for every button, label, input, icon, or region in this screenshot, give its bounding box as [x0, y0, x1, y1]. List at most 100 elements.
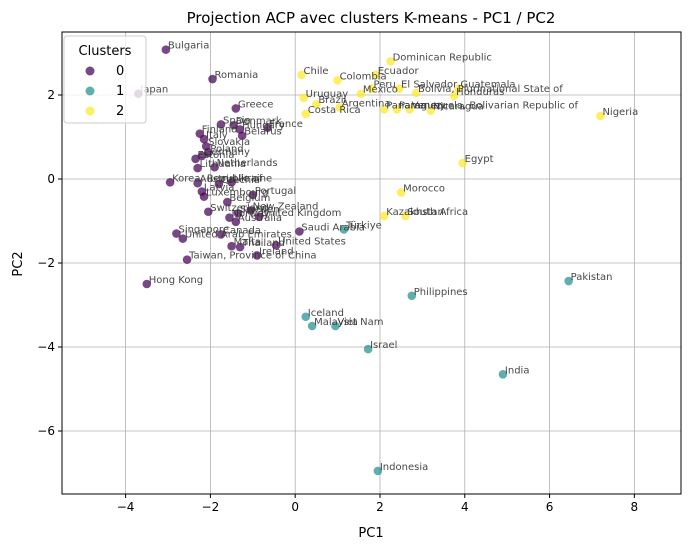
point-label: Chile: [304, 66, 329, 77]
x-tick-label: −4: [117, 500, 135, 514]
axis-ticks: −4 −2 0 2 4 6 8 −6 −4 −2 0 2: [37, 88, 638, 514]
point-label: Norway: [231, 209, 269, 220]
point-label: Viet Nam: [337, 317, 383, 328]
point-label: Türkiye: [345, 220, 382, 231]
data-point: [394, 84, 404, 93]
point-label: Belarus: [244, 127, 282, 138]
x-tick-label: 0: [291, 500, 299, 514]
point-label: United Kingdom: [261, 208, 341, 219]
point-label: Hungary: [242, 120, 285, 131]
data-point: [371, 70, 381, 80]
data-point: [426, 106, 436, 115]
point-label: Latvia: [204, 183, 234, 194]
legend-entry: 1: [116, 84, 124, 99]
data-point: [210, 162, 219, 172]
data-point: [401, 211, 410, 221]
x-tick-label: 6: [546, 500, 554, 514]
data-point: [396, 188, 406, 197]
data-point: [564, 276, 573, 286]
data-point: [299, 93, 308, 103]
legend-marker: [85, 86, 95, 96]
point-label: Iceland: [308, 308, 344, 319]
point-label: Ireland: [259, 246, 294, 257]
point-label: Panama: [386, 100, 426, 111]
point-label: Guatemala: [460, 80, 515, 91]
data-point: [172, 229, 181, 238]
point-label: India: [505, 365, 530, 376]
data-point: [373, 466, 383, 476]
data-point: [297, 70, 306, 80]
point-label: Uruguay: [306, 89, 349, 100]
x-tick-label: 8: [631, 500, 639, 514]
data-point: [379, 104, 389, 114]
data-point: [182, 255, 192, 264]
point-label: Switzerland: [210, 203, 268, 214]
point-label: Spain: [223, 115, 251, 126]
point-label: Kazakhstan: [386, 207, 444, 218]
data-point: [367, 84, 376, 93]
point-label: Korea, Republic of: [172, 173, 263, 184]
data-point: [246, 206, 255, 215]
data-point: [199, 134, 209, 144]
point-label: Pakistan: [571, 272, 613, 283]
data-point: [301, 312, 311, 322]
point-label: Malaysia: [314, 317, 358, 328]
data-point: [201, 141, 211, 151]
chart-title: Projection ACP avec clusters K-means - P…: [187, 9, 556, 27]
point-label: New Zealand: [253, 202, 319, 213]
point-label: Hong Kong: [149, 275, 203, 286]
data-point: [227, 241, 236, 251]
data-point: [229, 120, 239, 130]
legend-marker: [85, 106, 95, 116]
data-point: [235, 242, 245, 252]
point-label: Singapore: [178, 225, 228, 236]
legend-box: [63, 35, 147, 124]
data-point: [356, 89, 366, 99]
data-point: [225, 213, 234, 222]
point-label: Austria: [200, 174, 235, 185]
data-point: [199, 192, 209, 201]
data-point: [203, 207, 213, 217]
data-point: [208, 74, 217, 84]
point-label: Colombia: [340, 71, 387, 82]
data-point: [216, 230, 226, 239]
data-point: [214, 179, 224, 189]
y-tick-label: −4: [37, 340, 55, 354]
x-tick-label: 4: [461, 500, 469, 514]
data-point: [191, 154, 200, 164]
data-point: [216, 120, 226, 129]
x-tick-label: 2: [376, 500, 384, 514]
point-label: Denmark: [236, 116, 282, 127]
point-label: Dominican Republic: [393, 52, 492, 63]
point-label: South Africa: [407, 207, 468, 218]
data-point: [458, 158, 467, 168]
point-label: Italy: [206, 130, 228, 141]
data-point: [386, 57, 395, 66]
data-point: [454, 84, 463, 93]
point-label: Brazil: [318, 95, 346, 106]
data-point: [263, 123, 272, 133]
data-point: [223, 197, 232, 207]
point-label: Sweden: [240, 204, 280, 215]
data-point: [231, 104, 241, 113]
data-point: [193, 178, 202, 188]
data-point: [271, 241, 281, 250]
data-point: [411, 88, 421, 98]
data-point: [227, 178, 236, 187]
point-label: Estonia: [198, 150, 235, 161]
point-label: Argentina: [342, 99, 391, 110]
point-label: Nicaragua: [433, 102, 484, 113]
point-label: Peru: [374, 80, 396, 91]
labels-layer: Bulgaria Romania Japan Greece SpainDenmarkFr…: [139, 41, 638, 473]
point-label: Czechia: [221, 175, 260, 186]
y-tick-label: 0: [47, 172, 55, 186]
point-label: Egypt: [465, 154, 494, 165]
y-tick-label: −6: [37, 424, 55, 438]
data-point: [193, 163, 202, 173]
data-point: [252, 251, 262, 260]
point-label: Netherlands: [217, 158, 278, 169]
data-point: [248, 190, 258, 200]
point-label: Venezuela, Bolivarian Republic of: [412, 100, 579, 111]
data-point: [231, 217, 241, 227]
